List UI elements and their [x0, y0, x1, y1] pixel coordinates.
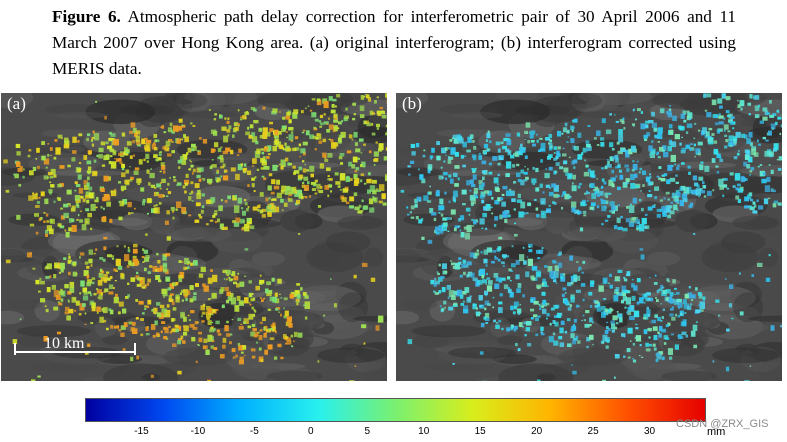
colorbar-tick: 15	[474, 426, 486, 437]
scale-bar: 10 km	[14, 335, 136, 359]
figure-label: Figure 6.	[52, 7, 121, 26]
interferogram-image-a	[1, 93, 387, 381]
colorbar-tick: 5	[364, 426, 371, 437]
colorbar-tick: 25	[587, 426, 599, 437]
colorbar-tick: 20	[531, 426, 543, 437]
figure-caption-text: Atmospheric path delay correction for in…	[52, 7, 737, 78]
colorbar-unit: mm	[707, 426, 726, 438]
interferogram-panel-a: (a) 10 km	[1, 93, 387, 381]
scale-bar-label: 10 km	[44, 335, 85, 352]
colorbar-tick: 0	[308, 426, 314, 437]
colorbar	[85, 398, 706, 422]
panel-label-b: (b)	[402, 94, 422, 113]
colorbar-tick: 30	[643, 426, 656, 437]
figure-caption: Figure 6. Atmospheric path delay correct…	[52, 4, 736, 82]
interferogram-panel-b: (b)	[396, 93, 782, 381]
watermark: CSDN @ZRX_GIS	[676, 418, 769, 430]
colorbar-tick: 10	[418, 426, 430, 437]
colorbar-tick: -10	[190, 426, 206, 437]
colorbar-tick: -15	[134, 426, 149, 437]
panel-label-a: (a)	[7, 94, 26, 113]
interferogram-image-b	[396, 93, 782, 381]
colorbar-tick: -5	[249, 426, 259, 437]
